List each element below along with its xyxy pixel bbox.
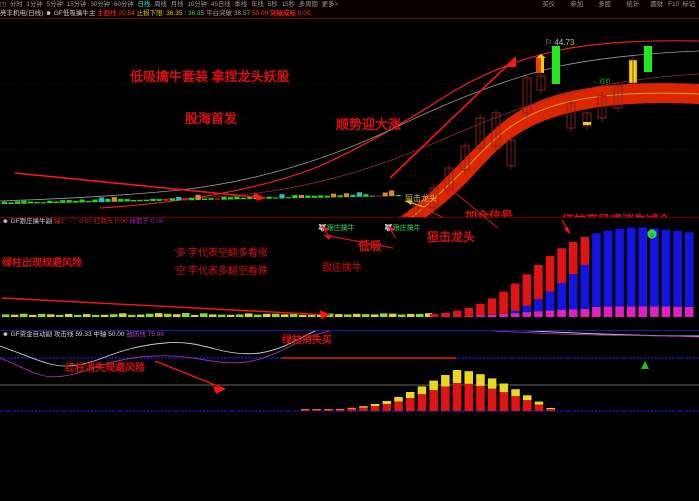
svg-text:狟击龙头: 狟击龙头: [426, 229, 475, 244]
svg-text:低吸: 低吸: [357, 238, 383, 253]
